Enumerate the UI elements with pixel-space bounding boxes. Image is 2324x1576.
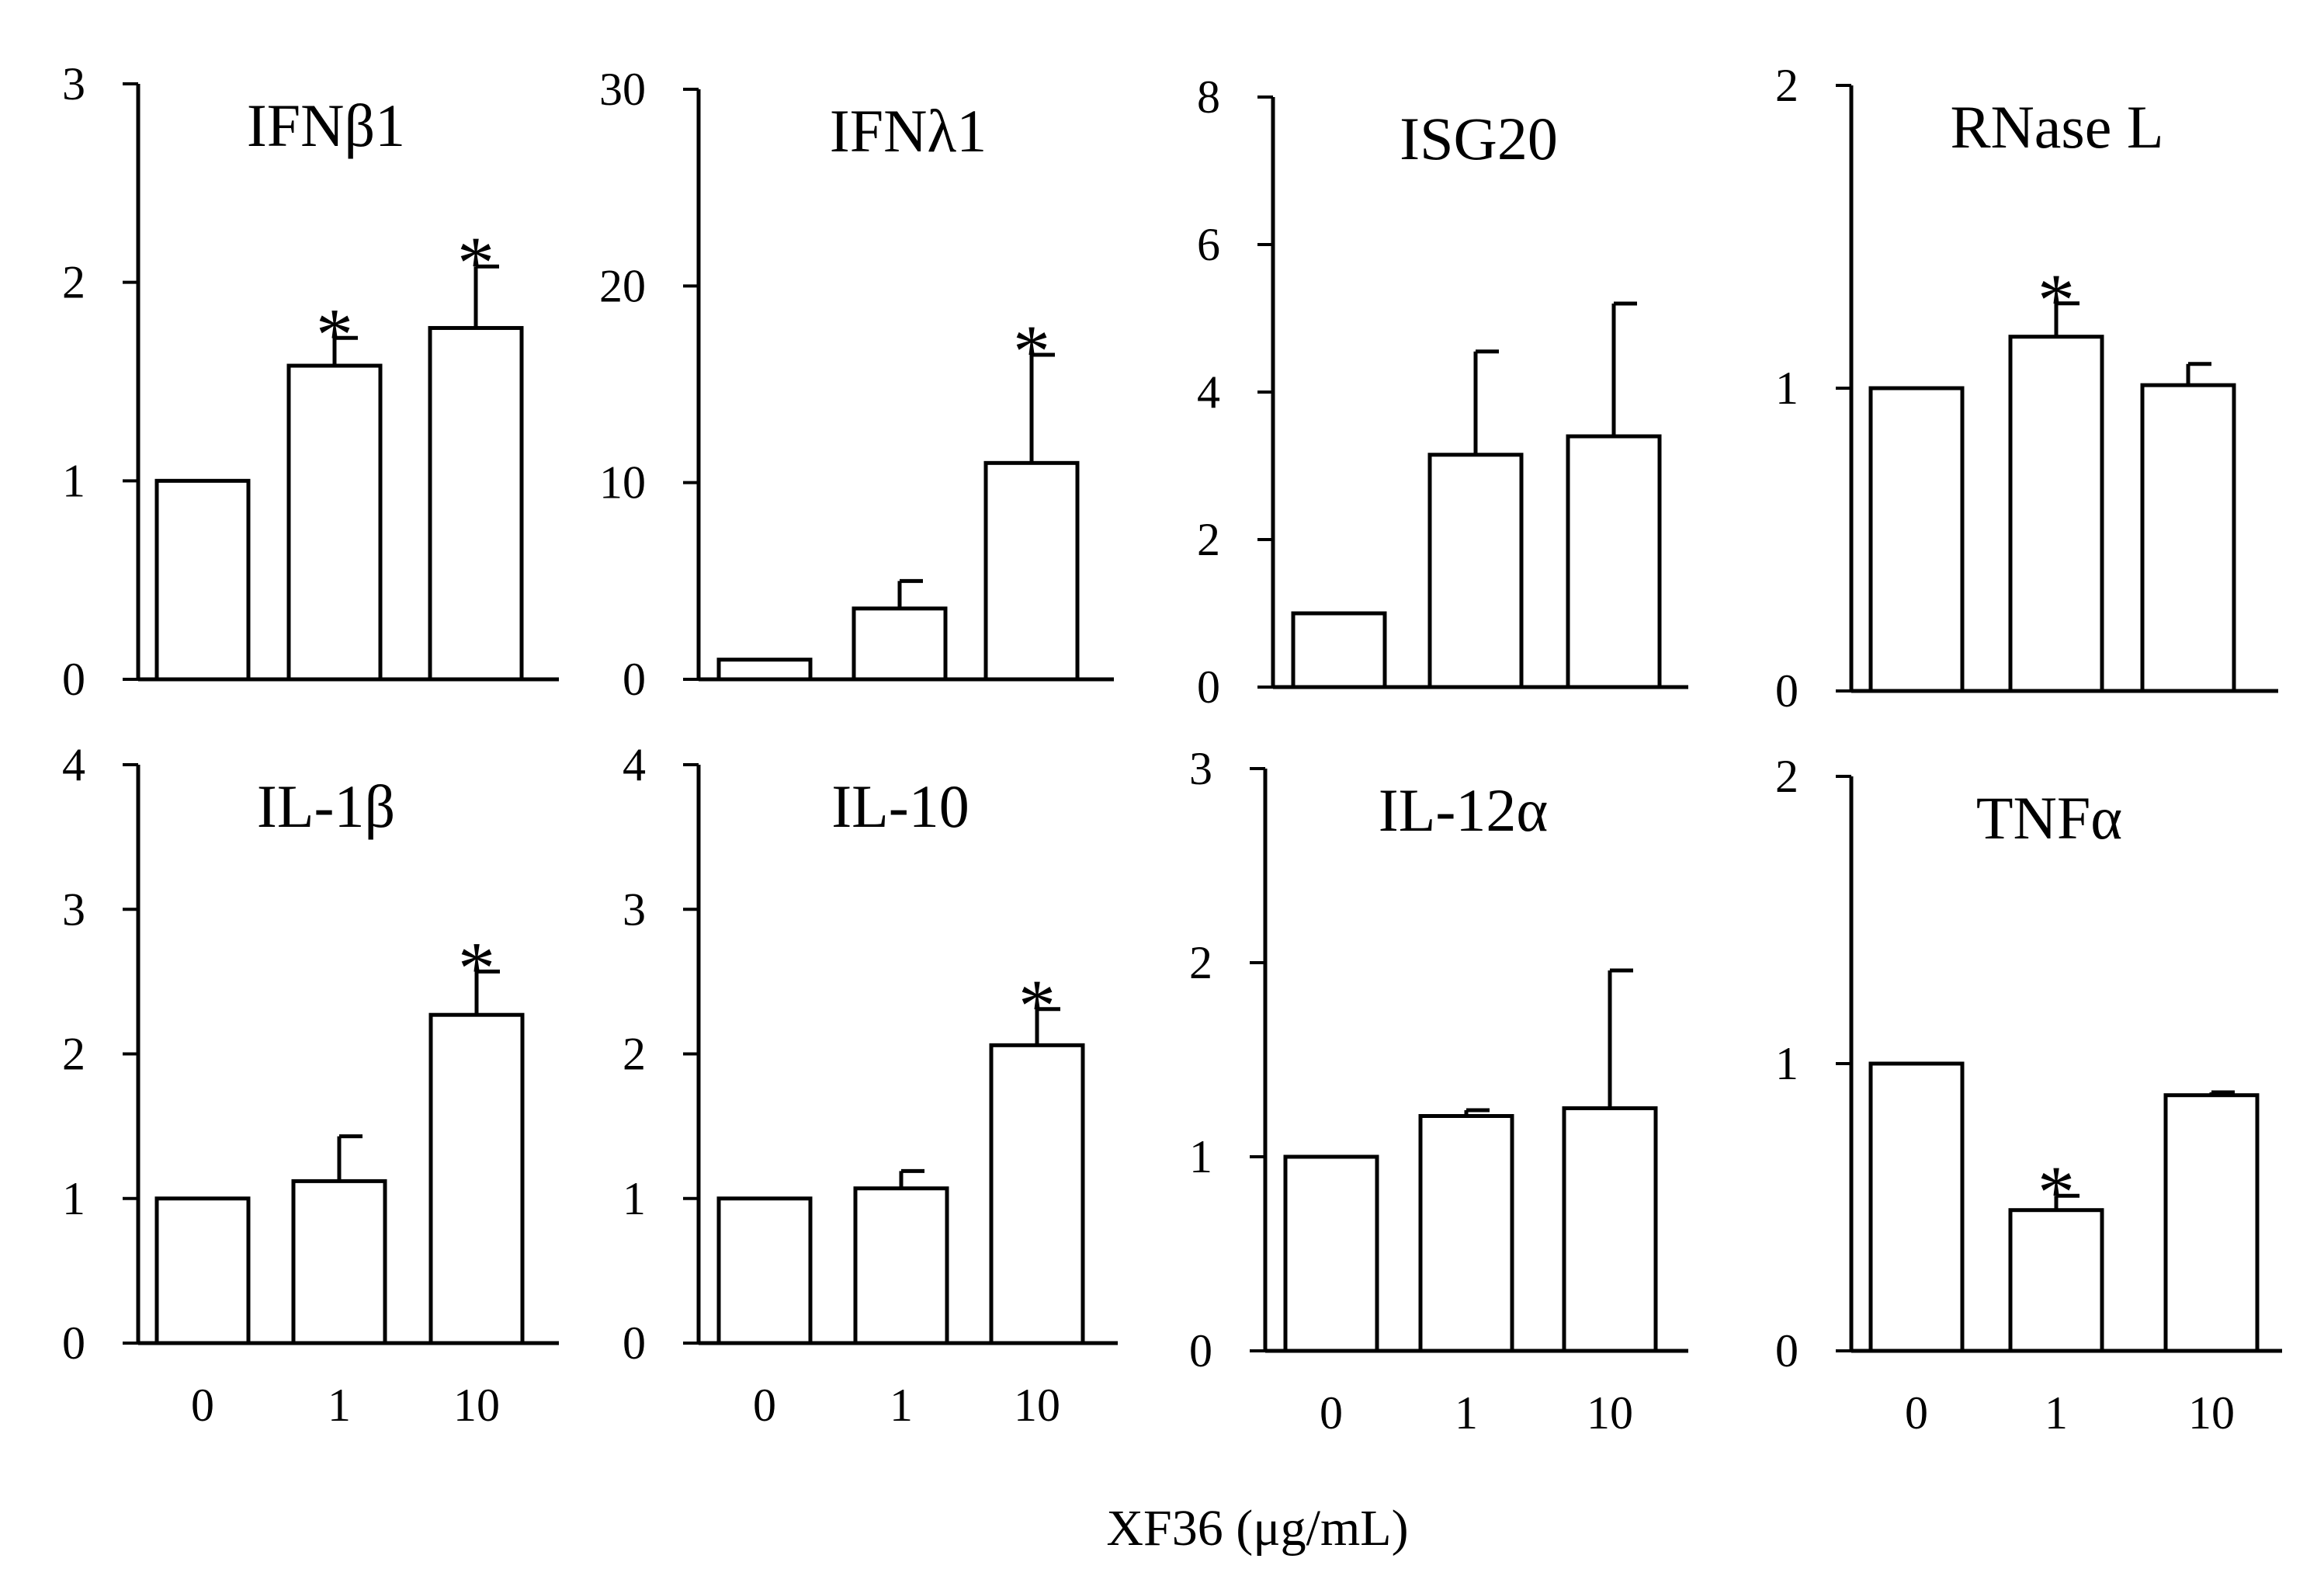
significance-marker: *: [316, 293, 353, 376]
y-tick-label: 1: [62, 1173, 85, 1224]
bar: [989, 1043, 1085, 1345]
bar: [716, 1196, 813, 1345]
y-tick-label: 3: [62, 883, 85, 935]
chart-panel: 0 1 2 RNase L *: [1775, 60, 2278, 717]
bar: [852, 606, 948, 682]
y-tick-label: 1: [1775, 363, 1798, 414]
y-tick-label: 1: [623, 1173, 646, 1224]
panel-title: IL-12α: [1379, 776, 1548, 844]
x-tick-label: 0: [1905, 1387, 1928, 1439]
x-tick-label: 0: [753, 1380, 776, 1431]
x-tick-label: 1: [328, 1380, 351, 1431]
y-tick-label: 2: [1775, 60, 1798, 111]
panel-title: IL-10: [831, 772, 969, 840]
y-tick-label: 0: [1197, 661, 1220, 713]
y-tick-label: 0: [1775, 665, 1798, 717]
x-tick-label: 10: [1014, 1380, 1060, 1431]
significance-marker: *: [2038, 1151, 2075, 1234]
y-tick-label: 20: [599, 260, 646, 311]
bar: [1291, 611, 1387, 689]
bar: [291, 1179, 387, 1345]
y-tick-label: 2: [623, 1029, 646, 1080]
chart-panel: 0 1 2 3 4 IL-1β 0 1 * 10: [62, 739, 559, 1431]
panel-title: RNase L: [1950, 93, 2163, 161]
bar: [983, 460, 1080, 682]
significance-marker: *: [458, 926, 495, 1009]
significance-marker: *: [1018, 964, 1056, 1047]
y-tick-label: 8: [1197, 71, 1220, 123]
y-tick-label: 0: [1775, 1325, 1798, 1376]
chart-panel: 0 1 2 TNFα 0 * 1 10: [1775, 751, 2282, 1439]
y-tick-label: 3: [1189, 743, 1212, 794]
bar: [1868, 386, 1965, 693]
bar: [1562, 1106, 1658, 1353]
y-tick-label: 2: [62, 1029, 85, 1080]
y-tick-label: 30: [599, 64, 646, 115]
x-tick-label: 0: [1320, 1387, 1343, 1439]
panel-title: IFNλ1: [830, 97, 987, 165]
panel-title: ISG20: [1400, 105, 1558, 172]
y-tick-label: 2: [1197, 514, 1220, 565]
bar: [2008, 335, 2104, 693]
bar: [2163, 1093, 2260, 1353]
y-tick-label: 0: [62, 1317, 85, 1369]
y-tick-label: 0: [1189, 1325, 1212, 1376]
y-tick-label: 1: [1775, 1038, 1798, 1089]
y-tick-label: 4: [1197, 366, 1220, 418]
y-tick-label: 0: [623, 654, 646, 705]
x-tick-label: 0: [191, 1380, 214, 1431]
y-tick-label: 1: [62, 455, 85, 506]
x-tick-label: 1: [1455, 1387, 1478, 1439]
bar: [716, 658, 813, 682]
bar: [428, 1012, 525, 1345]
y-tick-label: 0: [62, 654, 85, 705]
bar: [1283, 1154, 1379, 1353]
panel-title: TNFα: [1976, 784, 2122, 852]
y-tick-label: 4: [623, 739, 646, 790]
x-tick-label: 1: [890, 1380, 913, 1431]
bar: [286, 363, 383, 682]
x-tick-label: 1: [2045, 1387, 2068, 1439]
y-tick-label: 0: [623, 1317, 646, 1369]
x-tick-label: 10: [2188, 1387, 2235, 1439]
x-tick-label: 10: [453, 1380, 500, 1431]
panel-title: IFNβ1: [247, 92, 405, 159]
y-tick-label: 2: [62, 257, 85, 308]
significance-marker: *: [457, 221, 494, 304]
y-tick-label: 4: [62, 739, 85, 790]
bar: [428, 325, 524, 682]
y-tick-label: 6: [1197, 219, 1220, 270]
bar: [154, 478, 251, 682]
x-axis-title: XF36 (μg/mL): [1106, 1500, 1408, 1557]
x-tick-label: 10: [1587, 1387, 1633, 1439]
significance-marker: *: [2038, 259, 2075, 342]
chart-panel: 0 1 2 3 IFNβ1 * *: [62, 58, 559, 705]
significance-marker: *: [1013, 310, 1050, 393]
bar: [1868, 1061, 1965, 1353]
chart-panel: 0 1 2 3 IL-12α 0 1 10: [1189, 743, 1688, 1439]
y-tick-label: 10: [599, 457, 646, 509]
panel-title: IL-1β: [257, 772, 395, 840]
bar: [2140, 383, 2236, 693]
y-tick-label: 2: [1775, 751, 1798, 802]
panels: 0123IFNβ1**0102030IFNλ1*02468ISG20012RNa…: [62, 58, 2282, 1439]
bar: [154, 1196, 251, 1345]
chart-panel: 0 1 2 3 4 IL-10 0 1 * 10: [623, 739, 1118, 1431]
y-tick-label: 2: [1189, 937, 1212, 988]
bar: [2008, 1208, 2104, 1353]
y-tick-label: 1: [1189, 1131, 1212, 1182]
bar: [1566, 434, 1662, 689]
chart-panel: 0 2 4 6 8 ISG20: [1197, 71, 1688, 713]
chart-panel: 0 10 20 30 IFNλ1 *: [599, 64, 1114, 705]
bar: [1427, 453, 1524, 689]
bar: [853, 1186, 949, 1345]
bar: [1418, 1114, 1514, 1353]
y-tick-label: 3: [62, 58, 85, 109]
y-tick-label: 3: [623, 883, 646, 935]
